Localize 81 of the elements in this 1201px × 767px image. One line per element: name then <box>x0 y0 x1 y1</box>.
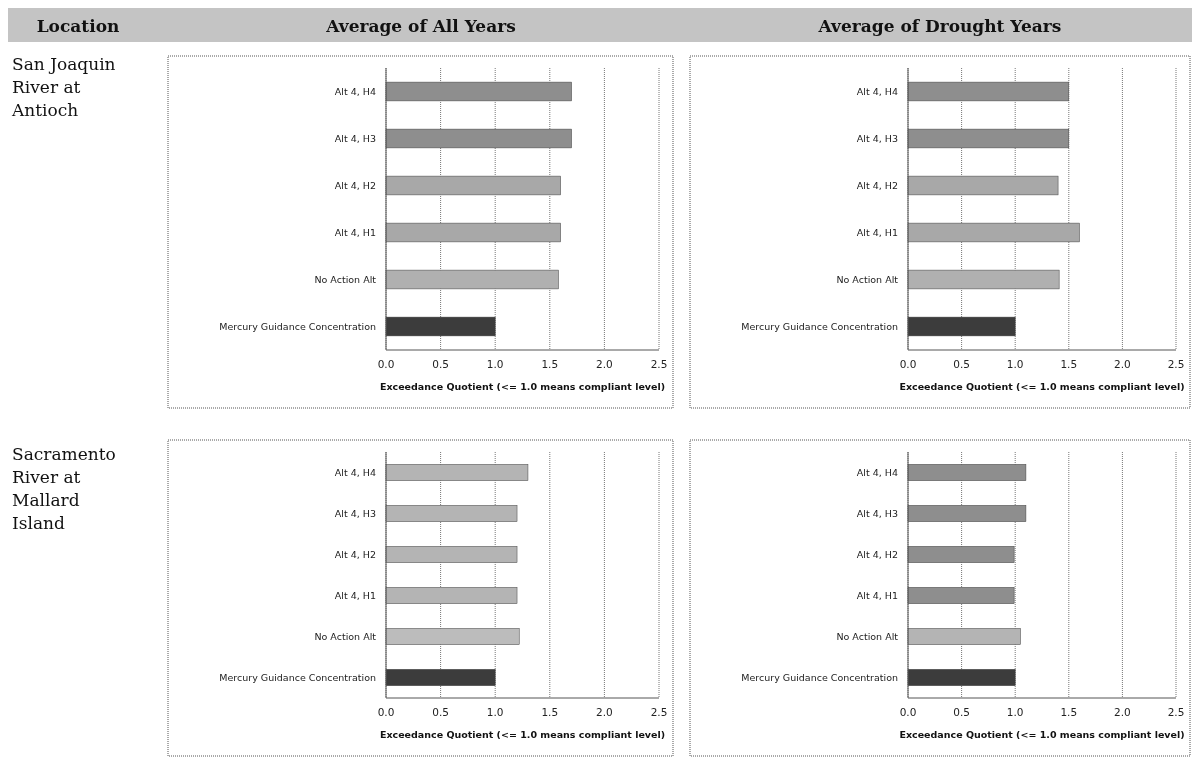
bar <box>385 316 496 337</box>
text: Location <box>36 16 120 36</box>
bar <box>907 464 1027 481</box>
x-tick-label: 0.5 <box>432 706 449 718</box>
x-tick-label: 0.0 <box>899 358 917 370</box>
x-tick-label: 1.5 <box>541 706 559 718</box>
bar <box>385 546 518 563</box>
y-tick-label: No Action Alt <box>314 630 377 642</box>
bar <box>385 587 518 604</box>
bar <box>385 505 518 522</box>
y-tick-label: Alt 4, H3 <box>856 132 898 144</box>
y-tick-label: Alt 4, H2 <box>856 548 898 560</box>
y-tick-label: Alt 4, H4 <box>856 466 898 478</box>
y-tick-label: Alt 4, H3 <box>856 507 898 519</box>
x-tick-label: 2.5 <box>650 706 668 718</box>
bar <box>385 669 496 686</box>
x-tick-label: 1.0 <box>486 706 504 718</box>
y-tick-label: Alt 4, H3 <box>334 507 376 519</box>
y-tick-label: Alt 4, H4 <box>856 85 898 97</box>
x-tick-label: 0.0 <box>899 706 917 718</box>
text: Average of Drought Years <box>817 16 1062 36</box>
x-tick-label: 2.5 <box>650 358 668 370</box>
bar <box>907 587 1015 604</box>
y-tick-label: Alt 4, H2 <box>334 548 376 560</box>
bar <box>907 628 1021 645</box>
x-tick-label: 0.0 <box>377 706 395 718</box>
x-tick-label: 1.5 <box>1060 358 1078 370</box>
x-tick-label: 2.0 <box>596 706 613 718</box>
y-tick-label: Mercury Guidance Concentration <box>219 671 376 683</box>
bar <box>907 669 1016 686</box>
bar <box>385 628 520 645</box>
y-tick-label: Alt 4, H1 <box>856 589 898 601</box>
text: Average of All Years <box>325 16 516 36</box>
y-tick-label: No Action Alt <box>836 273 899 285</box>
bar <box>907 128 1070 149</box>
x-tick-label: 0.5 <box>432 358 449 370</box>
bar <box>385 128 572 149</box>
text: San Joaquin River at Antioch <box>11 54 116 120</box>
x-tick-label: 0.5 <box>953 358 970 370</box>
bar <box>385 175 561 196</box>
y-tick-label: Mercury Guidance Concentration <box>741 320 898 332</box>
bar <box>385 81 572 102</box>
x-axis-title: Exceedance Quotient (<= 1.0 means compliant level) <box>379 381 666 392</box>
y-tick-label: Alt 4, H1 <box>334 226 376 238</box>
x-tick-label: 1.0 <box>486 358 504 370</box>
bar <box>907 81 1070 102</box>
x-axis-title: Exceedance Quotient (<= 1.0 means compliant level) <box>899 729 1185 740</box>
x-tick-label: 1.5 <box>541 358 559 370</box>
y-tick-label: Alt 4, H1 <box>856 226 898 238</box>
bar <box>907 546 1015 563</box>
x-tick-label: 2.5 <box>1167 358 1185 370</box>
x-tick-label: 0.5 <box>953 706 970 718</box>
bar <box>907 222 1080 243</box>
y-tick-label: No Action Alt <box>314 273 377 285</box>
bar <box>385 222 561 243</box>
y-tick-label: Alt 4, H2 <box>856 179 898 191</box>
bar <box>385 464 529 481</box>
bar <box>907 316 1016 337</box>
y-tick-label: Alt 4, H1 <box>334 589 376 601</box>
y-tick-label: No Action Alt <box>836 630 899 642</box>
x-tick-label: 2.5 <box>1167 706 1185 718</box>
x-tick-label: 2.0 <box>596 358 613 370</box>
x-tick-label: 0.0 <box>377 358 395 370</box>
y-tick-label: Alt 4, H2 <box>334 179 376 191</box>
x-tick-label: 2.0 <box>1114 358 1131 370</box>
x-tick-label: 2.0 <box>1114 706 1131 718</box>
y-tick-label: Alt 4, H3 <box>334 132 376 144</box>
bar <box>385 269 559 290</box>
y-tick-label: Alt 4, H4 <box>334 466 376 478</box>
y-tick-label: Alt 4, H4 <box>334 85 376 97</box>
bar <box>907 505 1027 522</box>
x-tick-label: 1.0 <box>1006 358 1024 370</box>
x-tick-label: 1.0 <box>1006 706 1024 718</box>
text: Sacramento River at Mallard Island <box>12 444 116 533</box>
bar <box>907 269 1060 290</box>
y-tick-label: Mercury Guidance Concentration <box>219 320 376 332</box>
x-axis-title: Exceedance Quotient (<= 1.0 means compliant level) <box>379 729 666 740</box>
y-tick-label: Mercury Guidance Concentration <box>741 671 898 683</box>
x-tick-label: 1.5 <box>1060 706 1078 718</box>
x-axis-title: Exceedance Quotient (<= 1.0 means compliant level) <box>899 381 1185 392</box>
bar <box>907 175 1059 196</box>
